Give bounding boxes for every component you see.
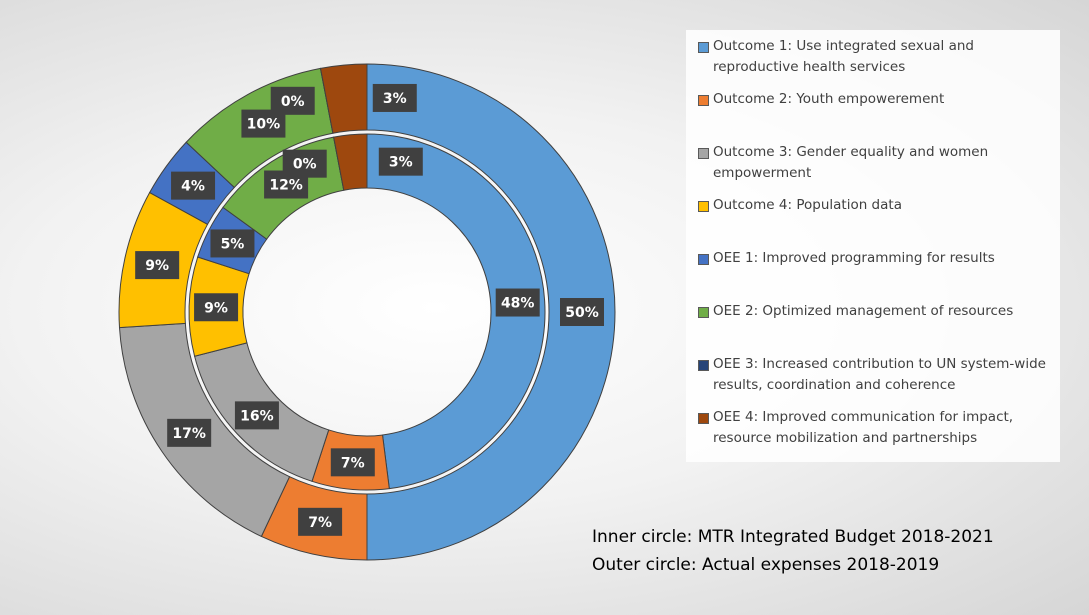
data-label-box (167, 418, 212, 447)
legend-label: Outcome 1: Use integrated sexual and rep… (713, 38, 974, 75)
legend-swatch (698, 201, 709, 212)
legend-item: Outcome 1: Use integrated sexual and rep… (698, 36, 1054, 89)
legend-item: Outcome 2: Youth empowerement (698, 89, 1054, 142)
legend-label: OEE 2: Optimized management of resources (713, 303, 1014, 319)
data-label-box (330, 448, 375, 477)
data-label: 48% (501, 296, 535, 312)
data-label: 7% (308, 515, 332, 531)
legend-item: OEE 4: Improved communication for impact… (698, 407, 1054, 460)
data-label-box (372, 83, 417, 112)
legend: Outcome 1: Use integrated sexual and rep… (686, 30, 1060, 462)
legend-swatch (698, 42, 709, 53)
data-label: 9% (145, 258, 169, 274)
data-label: 5% (221, 236, 245, 252)
data-label: 3% (389, 155, 413, 171)
data-label-box (194, 293, 239, 322)
legend-label: Outcome 4: Population data (713, 197, 902, 213)
legend-item: Outcome 4: Population data (698, 195, 1054, 248)
data-label-box (210, 229, 255, 258)
data-label: 10% (247, 117, 281, 133)
data-label: 50% (565, 305, 599, 321)
data-label-box (282, 149, 327, 178)
donut-slice (333, 133, 368, 191)
annotation: Inner circle: MTR Integrated Budget 2018… (592, 527, 994, 547)
legend-label: OEE 1: Improved programming for results (713, 250, 995, 266)
data-label-box (560, 298, 604, 326)
data-label: 3% (383, 91, 407, 107)
data-label: 7% (341, 455, 365, 471)
data-label-box (171, 171, 216, 200)
data-label: 0% (281, 94, 305, 110)
legend-swatch (698, 95, 709, 106)
data-label: 16% (240, 408, 274, 424)
data-label-box (378, 147, 423, 176)
donut-slice (319, 63, 368, 134)
data-label-box (270, 86, 315, 115)
legend-swatch (698, 307, 709, 318)
data-label: 9% (204, 300, 228, 316)
legend-item: OEE 3: Increased contribution to UN syst… (698, 354, 1054, 407)
data-label: 0% (293, 157, 317, 173)
data-label-box (495, 288, 540, 317)
legend-item: Outcome 3: Gender equality and women emp… (698, 142, 1054, 195)
legend-swatch (698, 254, 709, 265)
legend-swatch (698, 360, 709, 371)
annotation: Outer circle: Actual expenses 2018-2019 (592, 555, 940, 575)
legend-label: Outcome 2: Youth empowerement (713, 91, 945, 107)
data-label: 4% (181, 179, 205, 195)
legend-item: OEE 1: Improved programming for results (698, 248, 1054, 301)
data-label-box (298, 507, 343, 536)
legend-item: OEE 2: Optimized management of resources (698, 301, 1054, 354)
donut-slice (366, 133, 546, 490)
legend-swatch (698, 413, 709, 424)
legend-label: OEE 4: Improved communication for impact… (713, 409, 1014, 446)
data-label-box (135, 251, 180, 280)
legend-label: Outcome 3: Gender equality and women emp… (713, 144, 989, 181)
legend-swatch (698, 148, 709, 159)
data-label-box (234, 401, 279, 430)
donut-slice (366, 63, 616, 561)
data-label: 12% (269, 178, 303, 194)
data-label: 17% (172, 426, 206, 442)
legend-label: OEE 3: Increased contribution to UN syst… (713, 356, 1046, 393)
